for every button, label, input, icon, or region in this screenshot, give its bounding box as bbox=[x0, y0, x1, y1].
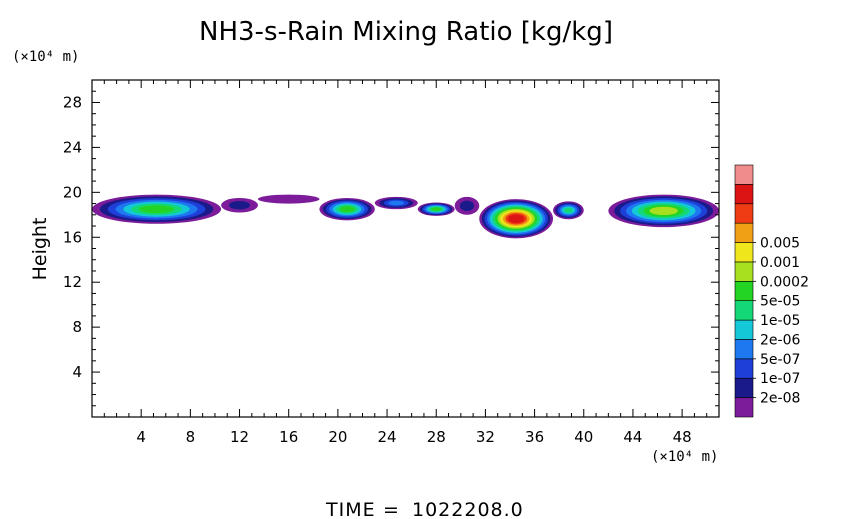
colorbar-swatch bbox=[734, 319, 754, 340]
x-unit-label: (×10⁴ m) bbox=[651, 449, 718, 465]
x-tick-label: 8 bbox=[186, 428, 196, 446]
x-tick-label: 12 bbox=[230, 428, 249, 446]
colorbar-swatch bbox=[734, 358, 754, 379]
colorbar: 0.005 0.001 0.0002 5e-05 1e-05 2e-06 5e-07 1e-0… bbox=[734, 164, 809, 418]
colorbar-label: 0.0002 bbox=[760, 274, 809, 290]
colorbar-swatch bbox=[734, 377, 754, 398]
x-tick-label: 24 bbox=[378, 428, 397, 446]
y-tick-label: 4 bbox=[72, 363, 82, 381]
colorbar-label: 5e-07 bbox=[760, 352, 800, 368]
colorbar-swatch bbox=[734, 184, 754, 205]
colorbar-label: 0.001 bbox=[760, 255, 800, 271]
field-contour bbox=[459, 200, 475, 211]
colorbar-label: 0.005 bbox=[760, 236, 800, 252]
y-tick-label: 12 bbox=[63, 273, 82, 291]
time-footer: TIME = 1022208.0 bbox=[325, 499, 524, 519]
time-equals: = bbox=[383, 499, 400, 519]
x-tick-label: 4 bbox=[136, 428, 146, 446]
plot-frame bbox=[91, 79, 720, 418]
x-tick-label: 16 bbox=[279, 428, 298, 446]
field-contour bbox=[563, 207, 573, 213]
field-contour bbox=[339, 206, 355, 213]
y-tick-label: 28 bbox=[63, 93, 82, 111]
x-tick-label: 36 bbox=[525, 428, 544, 446]
mixing-ratio-field bbox=[92, 194, 719, 239]
x-tick-label: 20 bbox=[328, 428, 347, 446]
field-contour bbox=[257, 194, 320, 204]
y-tick-label: 16 bbox=[63, 228, 82, 246]
y-tick-label: 24 bbox=[63, 138, 82, 156]
colorbar-swatch bbox=[734, 242, 754, 263]
colorbar-swatch bbox=[734, 164, 754, 185]
x-tick-label: 28 bbox=[427, 428, 446, 446]
field-contour bbox=[139, 205, 175, 214]
x-tick-label: 32 bbox=[476, 428, 495, 446]
time-value: 1022208.0 bbox=[412, 499, 524, 519]
colorbar-label: 1e-05 bbox=[760, 313, 800, 329]
field-contour bbox=[508, 214, 525, 224]
y-axis-ticks: 4 8 12 16 20 24 28 bbox=[63, 90, 719, 407]
time-label: TIME bbox=[325, 499, 376, 519]
colorbar-swatch bbox=[734, 203, 754, 224]
colorbar-swatch bbox=[734, 222, 754, 243]
colorbar-label: 2e-08 bbox=[760, 391, 800, 407]
chart-title: NH3-s-Rain Mixing Ratio [kg/kg] bbox=[199, 17, 613, 47]
y-tick-label: 20 bbox=[63, 183, 82, 201]
field-contour bbox=[228, 201, 251, 210]
x-tick-label: 40 bbox=[574, 428, 593, 446]
field-contour bbox=[388, 200, 405, 206]
colorbar-swatch bbox=[734, 261, 754, 282]
x-tick-label: 44 bbox=[623, 428, 642, 446]
y-axis-label: Height bbox=[29, 218, 51, 281]
colorbar-swatch bbox=[734, 300, 754, 321]
colorbar-label: 1e-07 bbox=[760, 371, 800, 387]
field-contour bbox=[431, 207, 442, 212]
colorbar-swatch bbox=[734, 397, 754, 418]
x-tick-label: 48 bbox=[673, 428, 692, 446]
field-contour bbox=[649, 206, 678, 216]
colorbar-label: 5e-05 bbox=[760, 294, 800, 310]
colorbar-swatch bbox=[734, 281, 754, 301]
y-tick-label: 8 bbox=[72, 318, 82, 336]
y-unit-label: (×10⁴ m) bbox=[12, 49, 79, 65]
colorbar-label: 2e-06 bbox=[760, 332, 800, 348]
colorbar-swatch bbox=[734, 339, 754, 360]
x-axis-ticks: 4 8 12 16 20 24 28 32 36 40 44 48 bbox=[103, 80, 708, 446]
